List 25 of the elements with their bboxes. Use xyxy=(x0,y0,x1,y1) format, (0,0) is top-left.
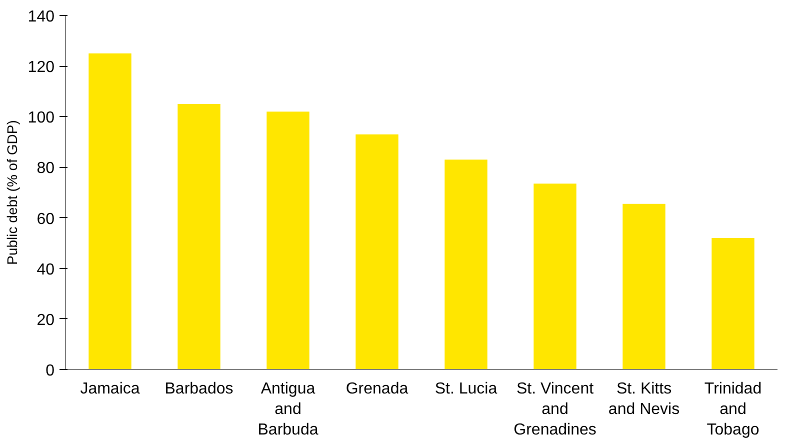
x-tick-label: Grenada xyxy=(346,380,408,398)
bar xyxy=(88,53,132,370)
x-tick-label: Barbados xyxy=(164,380,234,398)
bar xyxy=(444,160,488,370)
y-tick-label: 100 xyxy=(28,110,55,127)
x-tick-label: St. Kitts and Nevis xyxy=(608,380,680,418)
bar xyxy=(622,204,666,370)
y-tick-label: 60 xyxy=(36,210,55,228)
y-axis-title: Public debt (% of GDP) xyxy=(4,120,20,265)
x-tick-label: Antigua and Barbuda xyxy=(258,380,318,438)
bar xyxy=(712,238,754,370)
y-tick-label: 20 xyxy=(36,312,55,329)
x-tick-label: Jamaica xyxy=(80,380,140,398)
y-tick-label: 120 xyxy=(28,59,55,76)
y-tick-label: 140 xyxy=(28,8,55,26)
bar xyxy=(178,104,220,370)
bar xyxy=(534,184,576,370)
x-tick-label: St. Vincent and Grenadines xyxy=(514,380,596,438)
bar xyxy=(266,112,310,370)
x-tick-label: Trinidad and Tobago xyxy=(704,380,762,438)
y-tick-label: 40 xyxy=(36,261,55,278)
x-tick-label: St. Lucia xyxy=(434,380,498,398)
bar xyxy=(356,134,398,370)
y-tick-label: 0 xyxy=(46,362,55,380)
y-tick-label: 80 xyxy=(36,160,55,178)
